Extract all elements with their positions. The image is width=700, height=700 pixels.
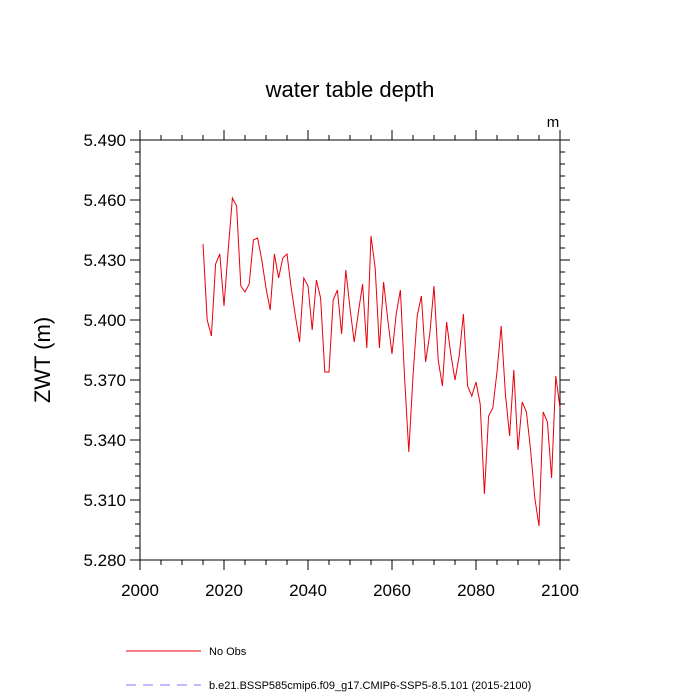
plot-frame (139, 139, 561, 561)
y-tick-label: 5.280 (83, 551, 126, 570)
legend-label-model-run: b.e21.BSSP585cmip6.f09_g17.CMIP6-SSP5-8.… (209, 680, 531, 692)
legend-item-model-run: b.e21.BSSP585cmip6.f09_g17.CMIP6-SSP5-8.… (126, 680, 531, 692)
series-line (202, 196, 561, 527)
x-axis-ticks: 2000 2020 2040 2060 2080 2100 (121, 130, 579, 600)
legend-item-no-obs: No Obs (126, 646, 247, 658)
y-axis-label: ZWT (m) (30, 317, 55, 403)
series-layer (202, 196, 561, 527)
x-tick-label: 2040 (289, 581, 327, 600)
y-tick-label: 5.370 (83, 371, 126, 390)
legend: No Obs b.e21.BSSP585cmip6.f09_g17.CMIP6-… (126, 646, 531, 692)
x-tick-label: 2060 (373, 581, 411, 600)
y-tick-label: 5.430 (83, 251, 126, 270)
y-axis-ticks: 5.280 5.310 5.340 5.370 5.400 5.430 5.460 5.490 (83, 131, 570, 570)
legend-label-no-obs: No Obs (209, 646, 247, 658)
chart-title: water table depth (265, 77, 435, 102)
x-tick-label: 2020 (205, 581, 243, 600)
x-tick-label: 2100 (541, 581, 579, 600)
y-tick-label: 5.490 (83, 131, 126, 150)
y-tick-label: 5.340 (83, 431, 126, 450)
y-tick-label: 5.400 (83, 311, 126, 330)
x-tick-label: 2080 (457, 581, 495, 600)
x-tick-label: 2000 (121, 581, 159, 600)
y-tick-label: 5.310 (83, 491, 126, 510)
y-tick-label: 5.460 (83, 191, 126, 210)
units-label: m (547, 114, 560, 131)
